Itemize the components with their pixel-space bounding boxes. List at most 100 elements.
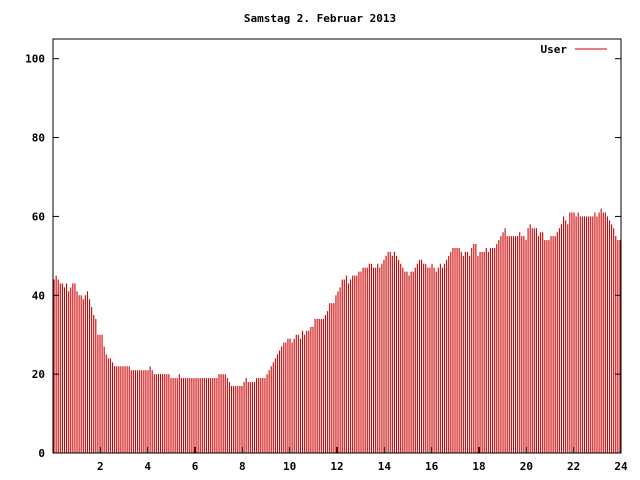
bar xyxy=(517,236,519,453)
bar xyxy=(556,232,558,453)
bar xyxy=(462,255,464,453)
bar xyxy=(350,279,352,453)
bar xyxy=(61,283,63,453)
bar xyxy=(147,370,149,453)
bar xyxy=(537,236,540,453)
bar xyxy=(354,275,356,453)
bar xyxy=(475,244,477,453)
bar xyxy=(78,295,80,453)
bar xyxy=(210,378,212,453)
bar xyxy=(235,385,237,453)
bar xyxy=(379,267,381,453)
bar xyxy=(391,255,393,453)
x-tick-label: 22 xyxy=(567,460,580,473)
bar xyxy=(613,228,615,453)
bar xyxy=(444,263,446,453)
bar xyxy=(149,366,151,453)
bar xyxy=(550,236,552,453)
bar xyxy=(366,267,368,453)
bar xyxy=(583,216,585,453)
bar xyxy=(604,212,606,453)
bar xyxy=(368,263,370,453)
bar xyxy=(299,338,301,453)
bar xyxy=(523,236,525,453)
bar xyxy=(103,346,105,453)
bar xyxy=(433,267,435,453)
bar xyxy=(118,366,120,453)
bar xyxy=(89,299,91,453)
bar xyxy=(385,255,387,453)
bar xyxy=(519,232,521,453)
bar xyxy=(153,374,155,453)
bar xyxy=(283,342,285,453)
bar xyxy=(335,295,337,453)
bar xyxy=(404,271,406,453)
bar xyxy=(276,354,279,453)
bar xyxy=(352,275,354,453)
bar xyxy=(339,287,341,453)
bar xyxy=(481,251,483,453)
bar xyxy=(416,263,418,453)
bar xyxy=(266,374,268,453)
bar xyxy=(575,216,577,453)
bar xyxy=(345,275,347,453)
bar xyxy=(80,295,82,453)
bar xyxy=(297,334,299,453)
bar xyxy=(137,370,139,453)
bar xyxy=(410,271,412,453)
bar xyxy=(214,378,216,453)
bar xyxy=(93,315,95,453)
bar xyxy=(406,271,408,453)
bar xyxy=(598,212,600,453)
bar xyxy=(304,334,306,453)
bar xyxy=(600,208,602,453)
bar xyxy=(588,216,590,453)
bar xyxy=(515,236,517,453)
bar xyxy=(469,255,471,453)
bar xyxy=(466,251,469,453)
x-tick-label: 4 xyxy=(144,460,151,473)
bar xyxy=(109,358,111,453)
bar xyxy=(563,216,565,453)
bar xyxy=(452,247,454,453)
chart-title: Samstag 2. Februar 2013 xyxy=(243,12,397,25)
bar xyxy=(134,370,137,453)
bar xyxy=(375,267,377,453)
bar xyxy=(496,244,498,453)
y-tick-label: 60 xyxy=(32,210,45,223)
bar xyxy=(358,271,360,453)
bar xyxy=(239,385,241,453)
bar-series xyxy=(53,208,621,453)
bar xyxy=(308,330,310,453)
bar xyxy=(456,247,458,453)
bar xyxy=(435,271,437,453)
bar xyxy=(577,212,579,453)
bar xyxy=(143,370,145,453)
bar xyxy=(68,291,70,453)
y-tick-label: 40 xyxy=(32,289,45,302)
bar xyxy=(377,263,379,453)
bar xyxy=(170,378,172,453)
bar xyxy=(535,228,537,453)
bar xyxy=(316,318,318,453)
bar xyxy=(324,315,327,453)
bar xyxy=(76,291,78,453)
bar xyxy=(498,240,500,453)
bar xyxy=(114,366,116,453)
bar xyxy=(525,240,527,453)
bar xyxy=(504,228,506,453)
x-tick-label: 8 xyxy=(239,460,246,473)
bar xyxy=(606,216,608,453)
bar xyxy=(448,255,450,453)
bar xyxy=(86,291,88,453)
bar xyxy=(302,330,304,453)
bar xyxy=(74,283,76,453)
bar xyxy=(256,378,258,453)
bar xyxy=(160,374,162,453)
bar xyxy=(128,366,130,453)
bar xyxy=(508,236,510,453)
bar xyxy=(72,283,74,453)
bar xyxy=(189,378,191,453)
bar xyxy=(477,255,479,453)
